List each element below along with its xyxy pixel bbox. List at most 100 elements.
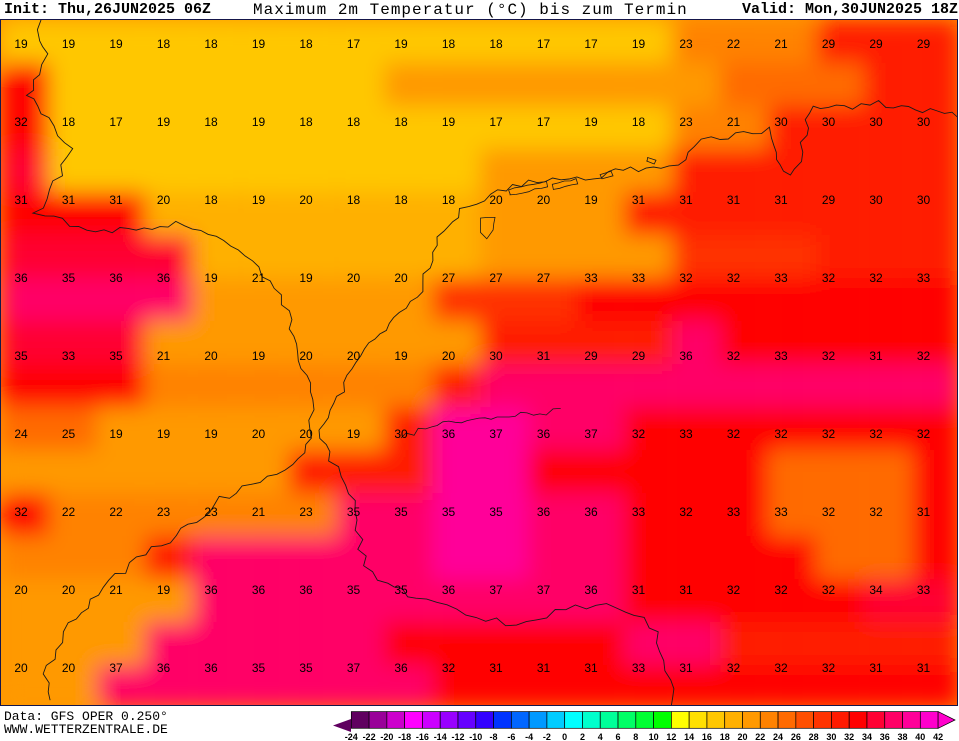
svg-text:16: 16 <box>702 732 712 741</box>
svg-text:22: 22 <box>109 505 123 519</box>
svg-text:31: 31 <box>774 193 788 207</box>
svg-text:32: 32 <box>822 427 836 441</box>
svg-text:19: 19 <box>584 193 598 207</box>
svg-text:19: 19 <box>584 115 598 129</box>
svg-text:23: 23 <box>679 37 693 51</box>
svg-text:2: 2 <box>580 732 585 741</box>
svg-text:20: 20 <box>347 271 361 285</box>
svg-text:34: 34 <box>862 732 872 741</box>
svg-text:32: 32 <box>822 583 836 597</box>
svg-text:36: 36 <box>14 271 28 285</box>
svg-text:19: 19 <box>394 37 408 51</box>
svg-text:20: 20 <box>204 349 218 363</box>
svg-text:20: 20 <box>14 661 28 675</box>
svg-text:-24: -24 <box>345 732 358 741</box>
svg-text:32: 32 <box>727 661 741 675</box>
svg-text:19: 19 <box>394 349 408 363</box>
svg-text:36: 36 <box>394 661 408 675</box>
svg-text:20: 20 <box>299 349 313 363</box>
svg-text:31: 31 <box>679 661 693 675</box>
svg-text:36: 36 <box>109 271 123 285</box>
svg-text:32: 32 <box>822 349 836 363</box>
svg-text:19: 19 <box>347 427 361 441</box>
svg-text:37: 37 <box>489 583 503 597</box>
svg-text:18: 18 <box>720 732 730 741</box>
svg-text:18: 18 <box>394 193 408 207</box>
svg-text:18: 18 <box>204 115 218 129</box>
svg-text:35: 35 <box>252 661 266 675</box>
svg-text:21: 21 <box>157 349 171 363</box>
svg-text:-6: -6 <box>507 732 515 741</box>
svg-text:19: 19 <box>157 427 171 441</box>
svg-text:20: 20 <box>394 271 408 285</box>
svg-text:20: 20 <box>299 193 313 207</box>
svg-text:19: 19 <box>109 37 123 51</box>
svg-text:31: 31 <box>869 661 883 675</box>
svg-text:18: 18 <box>632 115 646 129</box>
svg-text:20: 20 <box>537 193 551 207</box>
svg-text:38: 38 <box>898 732 908 741</box>
svg-text:-10: -10 <box>469 732 482 741</box>
svg-text:32: 32 <box>14 505 28 519</box>
svg-text:28: 28 <box>809 732 819 741</box>
svg-text:18: 18 <box>347 193 361 207</box>
svg-text:21: 21 <box>774 37 788 51</box>
svg-text:33: 33 <box>632 271 646 285</box>
svg-text:21: 21 <box>727 115 741 129</box>
svg-text:32: 32 <box>869 427 883 441</box>
svg-text:33: 33 <box>917 271 931 285</box>
svg-text:29: 29 <box>584 349 598 363</box>
svg-text:32: 32 <box>679 271 693 285</box>
svg-text:36: 36 <box>299 583 313 597</box>
svg-text:30: 30 <box>917 193 931 207</box>
svg-text:36: 36 <box>157 271 171 285</box>
svg-text:31: 31 <box>917 661 931 675</box>
svg-text:24: 24 <box>14 427 28 441</box>
svg-text:36: 36 <box>537 505 551 519</box>
svg-text:31: 31 <box>727 193 741 207</box>
svg-text:35: 35 <box>489 505 503 519</box>
svg-text:-14: -14 <box>434 732 447 741</box>
svg-text:37: 37 <box>489 427 503 441</box>
svg-text:30: 30 <box>394 427 408 441</box>
svg-text:33: 33 <box>774 349 788 363</box>
svg-text:18: 18 <box>204 193 218 207</box>
svg-text:32: 32 <box>632 427 646 441</box>
svg-text:31: 31 <box>632 193 646 207</box>
svg-text:32: 32 <box>822 661 836 675</box>
svg-text:18: 18 <box>157 37 171 51</box>
svg-text:36: 36 <box>204 661 218 675</box>
svg-text:19: 19 <box>109 427 123 441</box>
svg-text:33: 33 <box>727 505 741 519</box>
svg-text:36: 36 <box>442 583 456 597</box>
svg-text:35: 35 <box>347 583 361 597</box>
svg-text:29: 29 <box>917 37 931 51</box>
svg-text:-16: -16 <box>416 732 429 741</box>
svg-text:23: 23 <box>299 505 313 519</box>
svg-text:26: 26 <box>791 732 801 741</box>
svg-text:36: 36 <box>204 583 218 597</box>
svg-text:20: 20 <box>442 349 456 363</box>
svg-text:33: 33 <box>632 505 646 519</box>
svg-text:33: 33 <box>632 661 646 675</box>
svg-text:31: 31 <box>632 583 646 597</box>
svg-text:31: 31 <box>109 193 123 207</box>
svg-text:19: 19 <box>632 37 646 51</box>
svg-text:19: 19 <box>299 271 313 285</box>
svg-text:32: 32 <box>442 661 456 675</box>
svg-text:35: 35 <box>109 349 123 363</box>
svg-text:32: 32 <box>727 349 741 363</box>
svg-text:30: 30 <box>869 115 883 129</box>
svg-text:37: 37 <box>109 661 123 675</box>
svg-text:30: 30 <box>869 193 883 207</box>
svg-text:20: 20 <box>252 427 266 441</box>
svg-text:19: 19 <box>252 349 266 363</box>
svg-text:17: 17 <box>584 37 598 51</box>
svg-text:17: 17 <box>347 37 361 51</box>
svg-text:33: 33 <box>774 271 788 285</box>
svg-text:29: 29 <box>822 37 836 51</box>
svg-text:36: 36 <box>157 661 171 675</box>
svg-text:32: 32 <box>774 661 788 675</box>
svg-text:32: 32 <box>727 583 741 597</box>
svg-text:17: 17 <box>489 115 503 129</box>
